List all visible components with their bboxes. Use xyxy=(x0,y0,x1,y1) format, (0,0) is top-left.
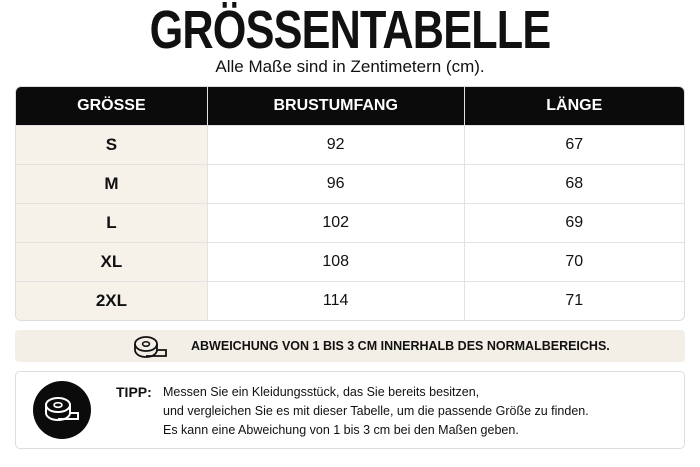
column-header: BRUSTUMFANG xyxy=(206,87,464,125)
tip-line: Messen Sie ein Kleidungsstück, das Sie b… xyxy=(163,385,480,399)
size-cell: M xyxy=(16,164,207,203)
value-cell: 96 xyxy=(206,164,464,203)
size-table: GRÖSSE BRUSTUMFANG LÄNGE S 92 67 M 96 68 L 102 69 X… xyxy=(15,86,685,321)
value-cell: 70 xyxy=(463,242,684,281)
tip-line: und vergleichen Sie es mit dieser Tabell… xyxy=(163,404,589,418)
table-body: S 92 67 M 96 68 L 102 69 XL 108 70 2XL 114 71 xyxy=(16,125,684,320)
table-row: L 102 69 xyxy=(16,203,684,242)
tip-icon xyxy=(33,381,91,439)
notice-text: ABWEICHUNG VON 1 BIS 3 CM INNERHALB DES … xyxy=(191,339,610,353)
column-header: GRÖSSE xyxy=(16,87,207,125)
column-header: LÄNGE xyxy=(463,87,684,125)
table-row: XL 108 70 xyxy=(16,242,684,281)
table-row: S 92 67 xyxy=(16,125,684,164)
table-row: M 96 68 xyxy=(16,164,684,203)
notice-bar: ABWEICHUNG VON 1 BIS 3 CM INNERHALB DES … xyxy=(15,330,685,362)
header-row: GRÖSSE BRUSTUMFANG LÄNGE xyxy=(16,87,684,125)
subtitle: Alle Maße sind in Zentimetern (cm). xyxy=(215,57,485,76)
size-cell: S xyxy=(16,125,207,164)
size-cell: XL xyxy=(16,242,207,281)
value-cell: 71 xyxy=(463,281,684,320)
tip-box: TIPP: Messen Sie ein Kleidungsstück, das… xyxy=(15,371,685,449)
title: GRÖSSENTABELLE xyxy=(149,0,552,60)
value-cell: 67 xyxy=(463,125,684,164)
value-cell: 92 xyxy=(206,125,464,164)
tape-icon xyxy=(134,336,167,358)
tip-label: TIPP: xyxy=(116,384,152,400)
value-cell: 114 xyxy=(206,281,464,320)
size-cell: L xyxy=(16,203,207,242)
value-cell: 68 xyxy=(463,164,684,203)
table-row: 2XL 114 71 xyxy=(16,281,684,320)
value-cell: 69 xyxy=(463,203,684,242)
value-cell: 102 xyxy=(206,203,464,242)
size-cell: 2XL xyxy=(16,281,207,320)
tip-line: Es kann eine Abweichung von 1 bis 3 cm b… xyxy=(163,423,519,437)
value-cell: 108 xyxy=(206,242,464,281)
